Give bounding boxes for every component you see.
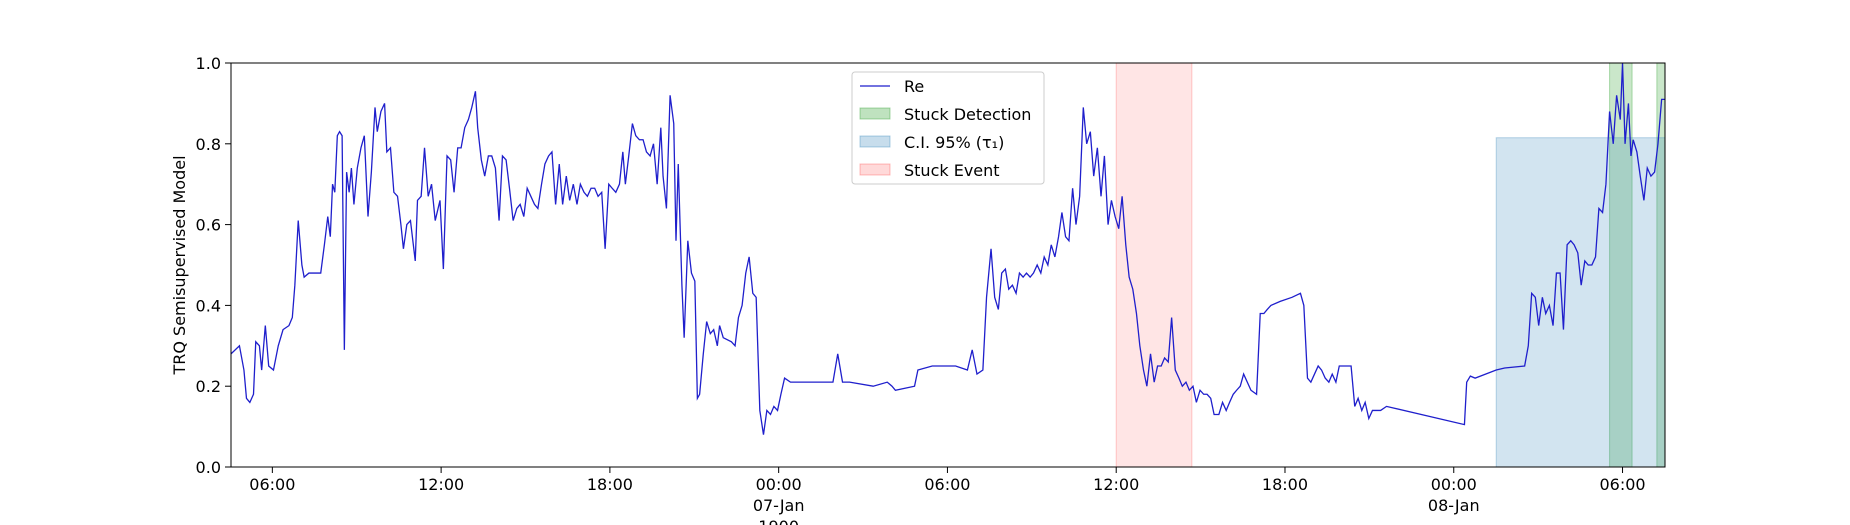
legend-label: C.I. 95% (τ₁): [904, 133, 1004, 152]
y-tick-label: 0.4: [196, 296, 221, 315]
y-tick-label: 0.6: [196, 216, 221, 235]
y-tick-label: 0.8: [196, 135, 221, 154]
legend-swatch: [859, 107, 891, 120]
x-tick-label: 12:00: [418, 475, 464, 494]
x-tick-label: 18:00: [587, 475, 633, 494]
span: [1495, 137, 1666, 468]
y-tick-label: 1.0: [196, 54, 221, 73]
legend-label: Stuck Event: [904, 161, 1000, 180]
x-tick-label: 06:00: [249, 475, 295, 494]
plot-frame: [230, 62, 1666, 468]
legend-label: Re: [904, 77, 924, 96]
y-axis-label: TRQ Semisupervised Model: [170, 155, 189, 375]
legend-label: Stuck Detection: [904, 105, 1031, 124]
y-tick-label: 0.2: [196, 377, 221, 396]
x-tick-label: 06:00: [1599, 475, 1645, 494]
x-tick-label: 00:00 08-Jan: [1428, 475, 1480, 515]
x-tick-label: 18:00: [1262, 475, 1308, 494]
y-tick-label: 0.0: [196, 458, 221, 477]
legend-swatch: [859, 163, 891, 176]
legend-box: [851, 71, 1045, 185]
x-tick-label: 12:00: [1093, 475, 1139, 494]
line: [230, 62, 1665, 435]
span: [1115, 62, 1193, 468]
legend-swatch: [859, 135, 891, 148]
x-tick-label: 06:00: [924, 475, 970, 494]
